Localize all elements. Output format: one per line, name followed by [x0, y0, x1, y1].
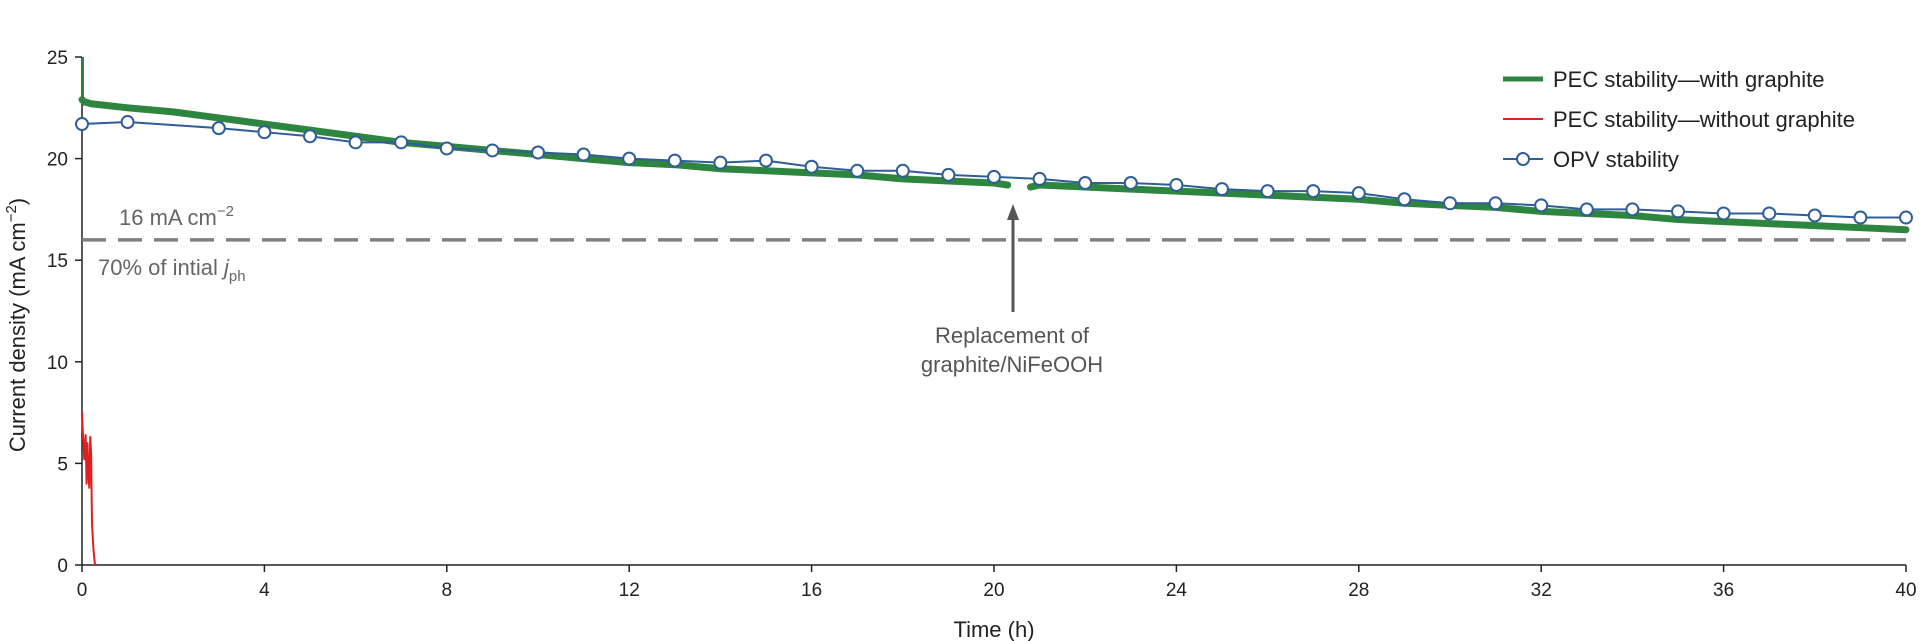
- series-opv-point: [211, 121, 226, 136]
- series-opv-point: [576, 147, 591, 162]
- series-opv-point: [1716, 206, 1731, 221]
- series-opv-point: [439, 141, 454, 156]
- x-tick-label: 0: [77, 580, 88, 601]
- legend-label-with-graphite: PEC stability—with graphite: [1553, 67, 1824, 92]
- y-tick-label: 0: [57, 556, 68, 577]
- series-opv-point: [895, 163, 910, 178]
- replacement-label-line1: Replacement of: [935, 323, 1090, 348]
- y-tick-label: 20: [47, 150, 68, 171]
- series-group: [75, 57, 1913, 566]
- x-axis-title: Time (h): [953, 617, 1034, 641]
- series-opv-point: [1169, 178, 1184, 193]
- series-opv-point: [759, 153, 773, 168]
- legend-marker-opv: [1516, 152, 1530, 166]
- series-opv-point: [1215, 182, 1229, 197]
- x-tick-label: 8: [442, 580, 453, 601]
- x-tick-label: 36: [1713, 580, 1734, 601]
- x-tick-label: 16: [801, 580, 822, 601]
- x-tick-label: 40: [1895, 580, 1916, 601]
- series-opv-point: [1078, 175, 1093, 190]
- series-opv-point: [1397, 192, 1412, 207]
- x-tick-label: 12: [619, 580, 640, 601]
- series-opv-point: [348, 135, 363, 150]
- series-with-graphite-line: [78, 96, 1012, 189]
- legend-label-without-graphite: PEC stability—without graphite: [1553, 107, 1855, 132]
- replacement-label-line2: graphite/NiFeOOH: [921, 352, 1103, 377]
- x-tick-label: 24: [1166, 580, 1188, 601]
- ref-value-label: 16 mA cm−2: [119, 203, 234, 230]
- series-opv-point: [1123, 175, 1138, 190]
- series-opv-point: [303, 129, 317, 144]
- series-opv-point: [622, 151, 637, 166]
- series-opv-point: [1260, 184, 1275, 199]
- series-opv-point: [1488, 196, 1503, 211]
- series-opv-point: [531, 145, 545, 160]
- series-opv-point: [667, 153, 682, 168]
- legend-label-opv: OPV stability: [1553, 147, 1679, 172]
- series-opv-point: [850, 163, 865, 178]
- series-without-graphite-line: [81, 412, 97, 566]
- series-opv-point: [1625, 202, 1640, 217]
- series-opv-point: [1853, 210, 1868, 225]
- series-opv-point: [485, 143, 500, 158]
- y-tick-label: 15: [47, 251, 68, 272]
- annotations: 16 mA cm−2 70% of intial jph Replacement…: [98, 203, 1103, 377]
- series-opv-point: [987, 169, 1001, 184]
- x-tick-label: 20: [983, 580, 1004, 601]
- x-tick-label: 28: [1348, 580, 1369, 601]
- series-opv-point: [1534, 198, 1549, 213]
- series-opv-point: [120, 115, 135, 130]
- series-opv-point: [1579, 202, 1594, 217]
- series-opv-point: [804, 159, 819, 174]
- legend: PEC stability—with graphite PEC stabilit…: [1503, 67, 1855, 172]
- series-opv-point: [941, 167, 956, 182]
- series-opv-point: [1443, 196, 1457, 211]
- replacement-arrow-head: [1007, 204, 1019, 220]
- series-opv-point: [1306, 184, 1321, 199]
- series-opv-line: [81, 121, 1906, 219]
- series-opv-point: [1807, 208, 1822, 223]
- series-opv-point: [394, 135, 409, 150]
- series-opv-point: [75, 117, 89, 132]
- series-opv-point: [257, 125, 272, 140]
- x-tick-label: 32: [1531, 580, 1552, 601]
- y-tick-label: 5: [57, 454, 68, 475]
- y-tick-label: 10: [47, 353, 68, 374]
- series-opv-point: [1762, 206, 1777, 221]
- series-with-graphite-line: [1026, 181, 1910, 234]
- series-opv-point: [1351, 186, 1366, 201]
- series-opv-point: [713, 155, 728, 170]
- y-axis-title: Current density (mA cm−2): [3, 198, 30, 452]
- y-tick-label: 25: [47, 48, 68, 69]
- series-opv-point: [1899, 210, 1913, 225]
- series-opv-point: [1032, 171, 1047, 186]
- ref-percent-label: 70% of intial jph: [98, 255, 246, 285]
- ticks: 0 4 8 12 16 20 24 28 32 36 40 0 5 10 15 20 25: [47, 48, 1917, 601]
- series-opv-point: [1671, 204, 1685, 219]
- x-tick-label: 4: [259, 580, 270, 601]
